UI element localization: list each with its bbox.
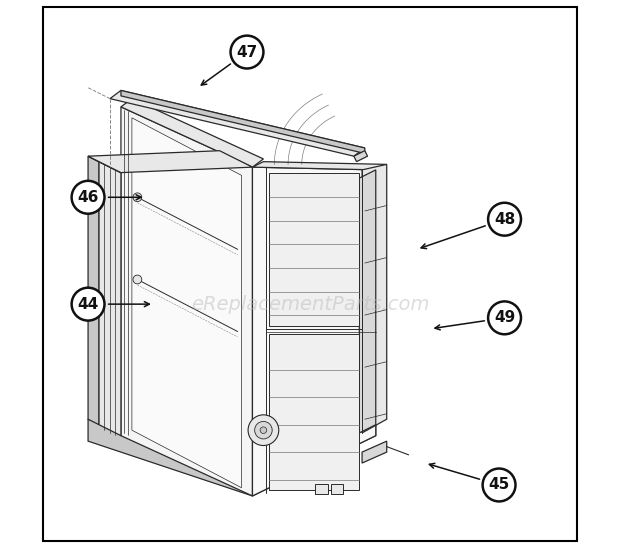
Polygon shape	[360, 170, 376, 433]
Polygon shape	[99, 162, 121, 436]
Circle shape	[482, 469, 515, 501]
Polygon shape	[362, 164, 387, 433]
Circle shape	[255, 421, 272, 439]
Text: 49: 49	[494, 310, 515, 326]
Polygon shape	[269, 334, 360, 490]
Bar	[331, 484, 343, 494]
Polygon shape	[269, 173, 360, 326]
Polygon shape	[132, 118, 242, 488]
Text: 46: 46	[78, 190, 99, 205]
Polygon shape	[362, 441, 387, 463]
Polygon shape	[121, 99, 264, 167]
Polygon shape	[252, 167, 376, 496]
Polygon shape	[88, 359, 376, 474]
Circle shape	[72, 181, 105, 214]
Bar	[316, 484, 327, 494]
Circle shape	[133, 193, 142, 202]
Text: eReplacementParts.com: eReplacementParts.com	[191, 295, 429, 313]
Polygon shape	[121, 107, 252, 496]
Circle shape	[231, 36, 264, 68]
Circle shape	[133, 275, 142, 284]
Circle shape	[488, 301, 521, 334]
Text: 48: 48	[494, 212, 515, 227]
Polygon shape	[121, 90, 365, 153]
Polygon shape	[88, 151, 252, 173]
Polygon shape	[252, 414, 376, 496]
Polygon shape	[110, 370, 345, 466]
Circle shape	[72, 288, 105, 321]
Polygon shape	[110, 90, 365, 156]
Circle shape	[488, 203, 521, 236]
Polygon shape	[88, 419, 252, 496]
Polygon shape	[88, 156, 99, 425]
Polygon shape	[88, 156, 121, 173]
Text: 47: 47	[236, 44, 257, 60]
Text: 44: 44	[78, 296, 99, 312]
Polygon shape	[354, 151, 368, 162]
Polygon shape	[252, 162, 387, 170]
Circle shape	[260, 427, 267, 433]
Circle shape	[248, 415, 279, 446]
Text: 45: 45	[489, 477, 510, 493]
